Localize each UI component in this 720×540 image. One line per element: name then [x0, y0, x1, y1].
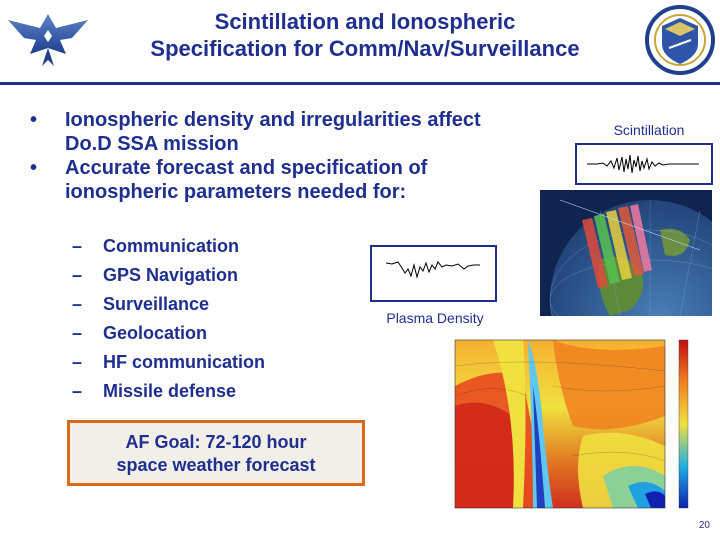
dash-marker: –: [72, 236, 83, 256]
sub-item-text: Surveillance: [103, 294, 210, 314]
bullet-marker: •: [30, 157, 38, 179]
bullet-marker: •: [30, 109, 38, 131]
goal-line-2: space weather forecast: [116, 455, 316, 475]
sub-item-text: Geolocation: [103, 323, 208, 343]
scintillation-label: Scintillation: [613, 122, 685, 138]
goal-line-1: AF Goal: 72-120 hour: [125, 432, 307, 452]
dash-marker: –: [72, 323, 83, 343]
bullet-list: • Ionospheric density and irregularities…: [30, 108, 550, 204]
sub-item-text: HF communication: [103, 352, 266, 372]
sub-item-text: Communication: [103, 236, 240, 256]
slide-title: Scintillation and Ionospheric Specificat…: [95, 8, 635, 62]
title-line-1: Scintillation and Ionospheric: [214, 9, 516, 34]
page-number: 20: [698, 520, 710, 531]
sub-item: – Geolocation: [72, 319, 265, 348]
sub-bullet-list: – Communication – GPS Navigation – Surveill…: [72, 232, 265, 406]
dash-marker: –: [72, 381, 83, 401]
afrl-seal-logo: [645, 4, 715, 76]
sub-item: – GPS Navigation: [72, 261, 265, 290]
electron-density-contour-plot: [433, 326, 705, 522]
scintillation-signal-image: [575, 143, 713, 185]
plasma-density-signal-image: [370, 245, 497, 302]
dash-marker: –: [72, 265, 83, 285]
ionosphere-globe-image: [540, 190, 712, 316]
air-force-wings-logo: [6, 8, 90, 74]
dash-marker: –: [72, 352, 83, 372]
bullet-item: • Accurate forecast and specification of…: [30, 156, 545, 204]
bullet-item: • Ionospheric density and irregularities…: [30, 108, 525, 156]
sub-item: – Missile defense: [72, 377, 265, 406]
sub-item-text: GPS Navigation: [103, 265, 239, 285]
title-line-2: Specification for Comm/Nav/Surveillance: [150, 36, 580, 61]
sub-item: – HF communication: [72, 348, 265, 377]
bullet-text: Accurate forecast and specification of i…: [65, 157, 428, 203]
dash-marker: –: [72, 294, 83, 314]
bullet-text: Ionospheric density and irregularities a…: [65, 109, 481, 155]
sub-item-text: Missile defense: [103, 381, 237, 401]
title-divider: [0, 82, 720, 85]
sub-item: – Communication: [72, 232, 265, 261]
sub-item: – Surveillance: [72, 290, 265, 319]
plasma-density-label: Plasma Density: [386, 310, 484, 326]
goal-callout-box: AF Goal: 72-120 hour space weather forec…: [67, 420, 365, 486]
